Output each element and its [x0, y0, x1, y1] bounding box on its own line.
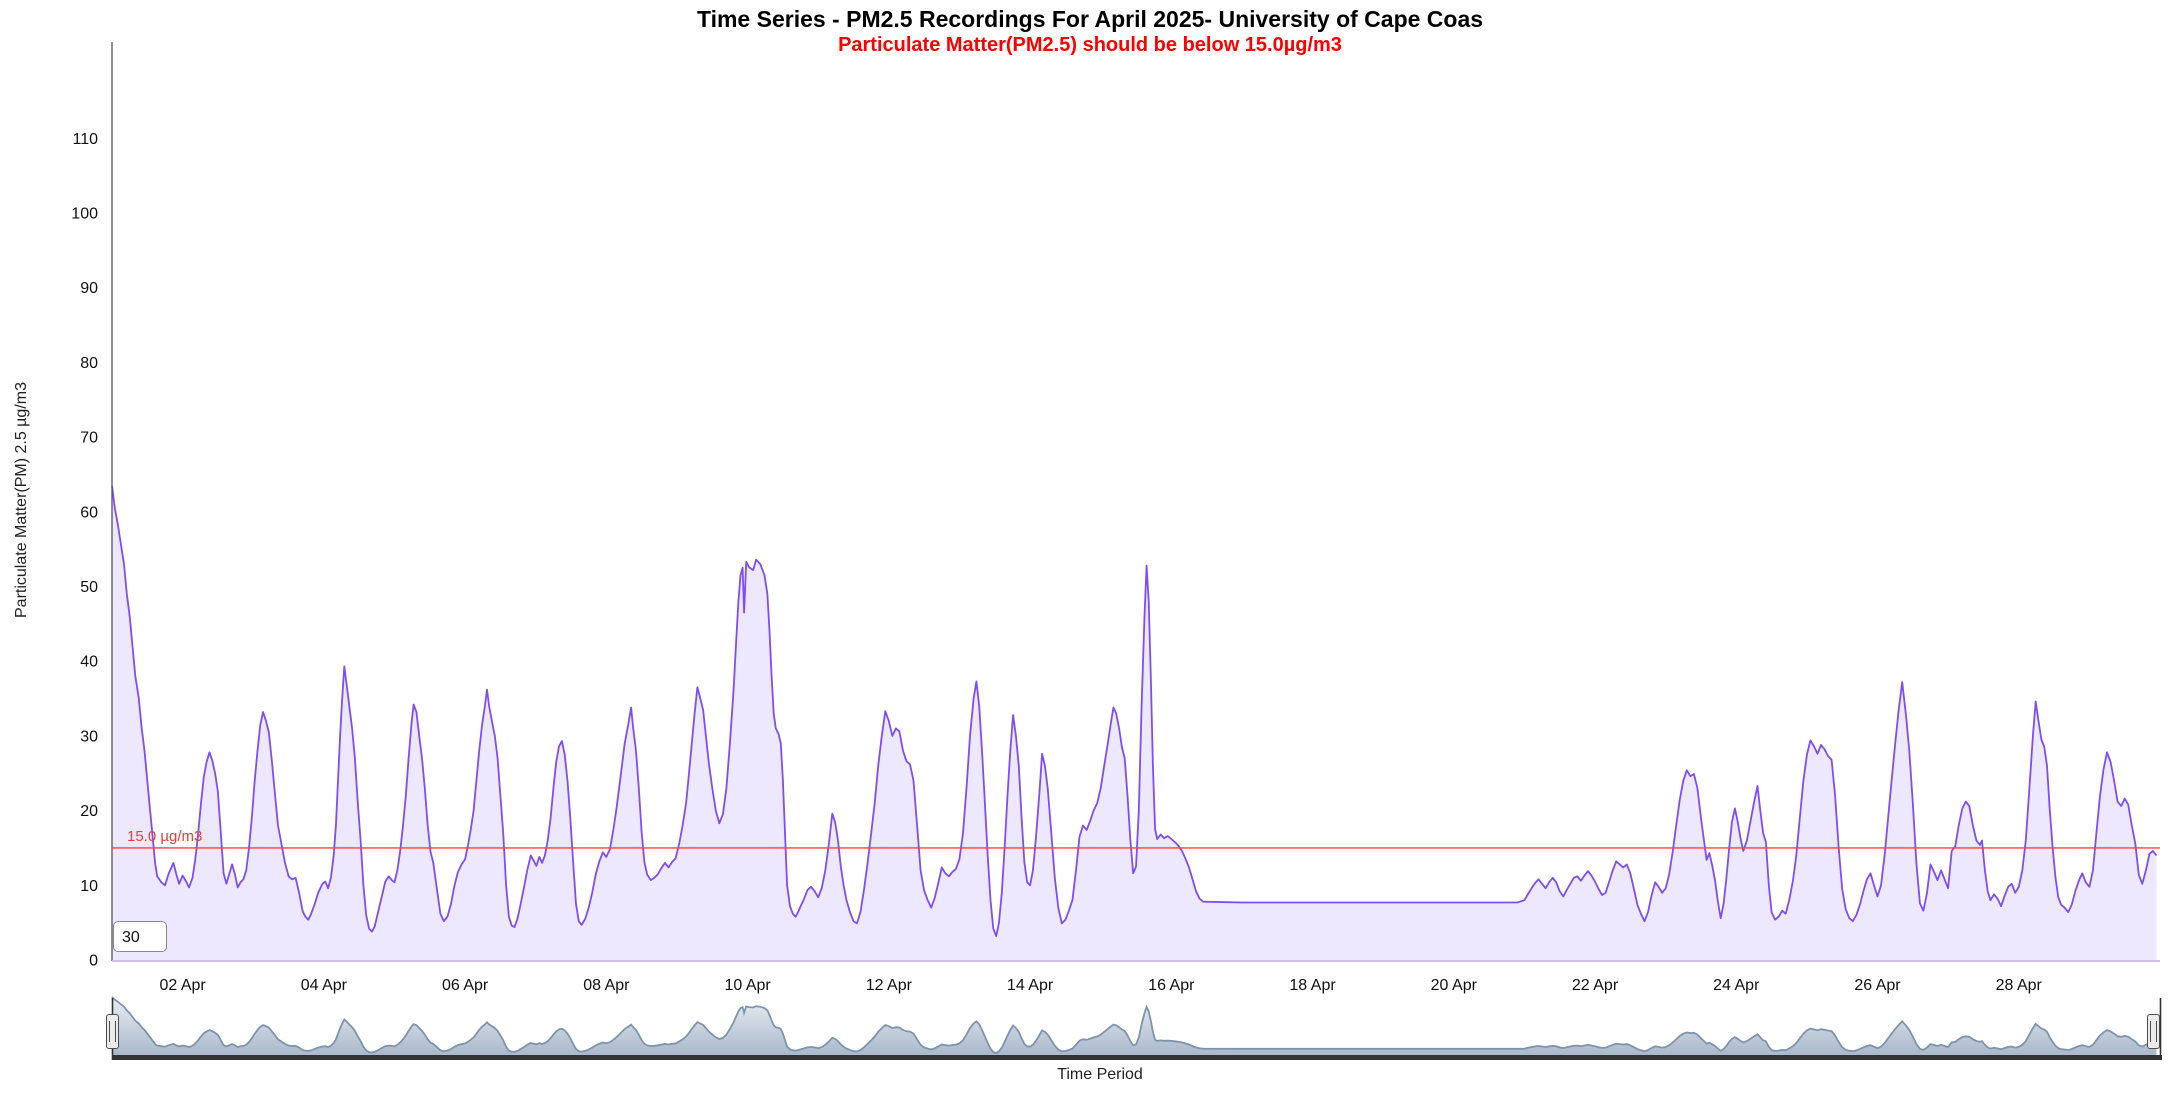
- pm25-line: [111, 485, 2158, 937]
- y-tick-label: 70: [80, 430, 98, 447]
- x-tick-label: 16 Apr: [1148, 977, 1195, 994]
- navigator-line: [111, 996, 2157, 1054]
- y-tick-label: 60: [80, 504, 98, 521]
- x-tick-label: 22 Apr: [1572, 977, 1619, 994]
- y-tick-label: 80: [80, 355, 98, 372]
- navigator-left-handle[interactable]: [106, 1014, 119, 1049]
- y-tick-label: 110: [72, 131, 98, 148]
- x-tick-label: 20 Apr: [1431, 977, 1478, 994]
- x-tick-label: 14 Apr: [1007, 977, 1054, 994]
- threshold-label: 15.0 µg/m3: [127, 828, 203, 845]
- x-tick-label: 04 Apr: [301, 977, 348, 994]
- chart-subtitle: Particulate Matter(PM2.5) should be belo…: [838, 34, 1342, 56]
- range-indicator-box: 30: [113, 921, 167, 952]
- x-tick-label: 06 Apr: [442, 977, 489, 994]
- y-tick-label: 90: [80, 280, 98, 297]
- x-tick-label: 08 Apr: [583, 977, 630, 994]
- x-tick-label: 24 Apr: [1713, 977, 1760, 994]
- y-tick-label: 0: [89, 953, 98, 970]
- pm25-area: [112, 485, 2157, 960]
- x-tick-label: 28 Apr: [1996, 977, 2043, 994]
- x-tick-label: 18 Apr: [1289, 977, 1336, 994]
- y-tick-label: 30: [80, 728, 98, 745]
- x-tick-label: 10 Apr: [724, 977, 771, 994]
- x-tick-label: 26 Apr: [1854, 977, 1901, 994]
- y-tick-label: 20: [80, 803, 98, 820]
- x-axis-labels: 02 Apr 04 Apr 06 Apr 08 Apr 10 Apr 12 Apr 14 A…: [159, 977, 2042, 994]
- navigator-scrollbar[interactable]: [112, 1055, 2162, 1060]
- x-tick-label: 02 Apr: [159, 977, 206, 994]
- y-tick-label: 50: [80, 579, 98, 596]
- y-axis-labels: 0 10 20 30 40 50 60 70 80 90 100 110: [71, 131, 98, 970]
- x-axis-title: Time Period: [1057, 1066, 1143, 1083]
- navigator-area[interactable]: [112, 996, 2157, 1056]
- y-tick-label: 40: [80, 654, 98, 671]
- y-tick-label: 100: [71, 206, 98, 223]
- x-tick-label: 12 Apr: [866, 977, 913, 994]
- chart-title: Time Series - PM2.5 Recordings For April…: [696, 6, 1484, 32]
- y-tick-label: 10: [80, 878, 98, 895]
- navigator-right-handle[interactable]: [2147, 1014, 2160, 1049]
